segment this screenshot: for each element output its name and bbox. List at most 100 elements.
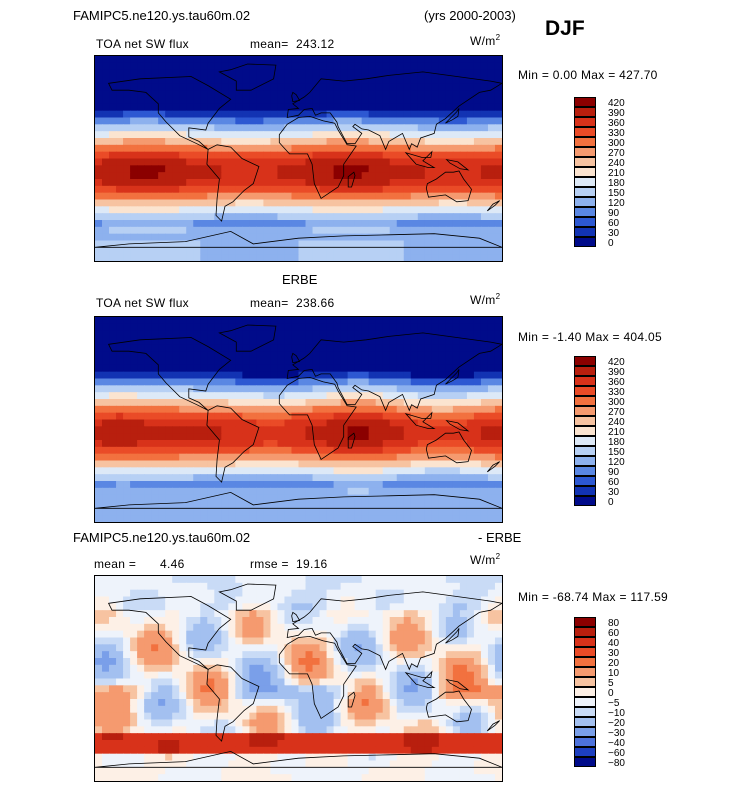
- field-cell: [270, 199, 279, 207]
- field-cell: [305, 576, 314, 584]
- field-cell: [256, 317, 265, 325]
- colorbar-swatch: [574, 107, 596, 117]
- field-cell: [235, 433, 243, 441]
- field-cell: [200, 172, 208, 180]
- field-cell: [466, 124, 475, 132]
- field-cell: [207, 596, 215, 604]
- field-cell: [158, 110, 166, 119]
- field-cell: [312, 144, 321, 153]
- field-cell: [193, 644, 201, 652]
- coastline: [404, 411, 436, 429]
- field-cell: [354, 90, 363, 98]
- field-cell: [368, 617, 377, 625]
- field-cell: [326, 576, 335, 584]
- field-cell: [382, 467, 391, 475]
- field-cell: [326, 453, 335, 462]
- field-cell: [214, 487, 222, 496]
- field-cell: [263, 460, 272, 468]
- field-cell: [480, 378, 489, 386]
- field-cell: [410, 508, 419, 516]
- field-cell: [487, 487, 496, 496]
- panel3-map-svg: [95, 576, 502, 781]
- field-cell: [130, 131, 138, 139]
- field-cell: [263, 83, 272, 91]
- field-cell: [319, 56, 328, 64]
- field-cell: [193, 412, 201, 421]
- field-cell: [291, 412, 300, 421]
- field-cell: [361, 637, 370, 645]
- field-cell: [389, 440, 398, 448]
- field-cell: [487, 440, 496, 448]
- field-cell: [312, 508, 321, 516]
- field-cell: [277, 165, 286, 173]
- field-cell: [480, 206, 489, 214]
- field-cell: [123, 371, 131, 380]
- field-cell: [102, 603, 110, 611]
- field-cell: [452, 692, 461, 700]
- field-cell: [235, 610, 243, 618]
- field-cell: [116, 330, 124, 339]
- field-cell: [417, 630, 426, 639]
- field-cell: [459, 138, 468, 146]
- field-cell: [473, 97, 482, 105]
- field-cell: [256, 226, 265, 235]
- field-cell: [270, 453, 279, 462]
- field-cell: [319, 596, 328, 604]
- field-cell: [179, 69, 187, 78]
- field-cell: [410, 90, 419, 98]
- field-cell: [109, 412, 117, 421]
- field-cell: [263, 185, 272, 194]
- field-cell: [473, 405, 482, 414]
- field-cell: [123, 103, 131, 112]
- field-cell: [95, 487, 103, 496]
- field-cell: [186, 226, 194, 235]
- field-cell: [186, 699, 194, 707]
- field-cell: [291, 692, 300, 700]
- field-cell: [368, 90, 377, 98]
- field-cell: [158, 330, 166, 339]
- field-cell: [102, 364, 110, 373]
- field-cell: [214, 213, 222, 221]
- field-cell: [193, 467, 201, 475]
- field-cell: [424, 685, 433, 693]
- field-cell: [438, 76, 447, 84]
- field-cell: [382, 699, 391, 707]
- coastline: [425, 431, 472, 464]
- field-cell: [137, 733, 145, 741]
- field-cell: [277, 501, 286, 509]
- field-cell: [151, 699, 159, 707]
- field-cell: [284, 240, 293, 248]
- field-cell: [95, 358, 103, 366]
- field-cell: [361, 419, 370, 427]
- field-cell: [102, 630, 110, 639]
- field-cell: [116, 165, 124, 173]
- field-cell: [305, 671, 314, 680]
- field-cell: [424, 719, 433, 727]
- field-cell: [172, 467, 180, 475]
- field-cell: [347, 358, 356, 366]
- field-cell: [102, 644, 110, 652]
- field-cell: [410, 651, 419, 659]
- field-cell: [123, 699, 131, 707]
- field-cell: [256, 651, 265, 659]
- field-cell: [158, 630, 166, 639]
- field-cell: [340, 56, 349, 64]
- field-cell: [438, 460, 447, 468]
- field-cell: [326, 351, 335, 359]
- field-cell: [263, 671, 272, 680]
- field-cell: [137, 330, 145, 339]
- field-cell: [333, 392, 342, 400]
- field-cell: [424, 644, 433, 652]
- field-cell: [221, 712, 229, 721]
- field-cell: [137, 651, 145, 659]
- field-cell: [445, 405, 454, 414]
- field-cell: [123, 56, 131, 64]
- field-cell: [466, 501, 475, 509]
- field-cell: [158, 515, 166, 522]
- field-cell: [123, 453, 131, 462]
- field-cell: [158, 733, 166, 741]
- field-cell: [242, 240, 250, 248]
- field-cell: [417, 726, 426, 734]
- field-cell: [473, 692, 482, 700]
- field-cell: [291, 124, 300, 132]
